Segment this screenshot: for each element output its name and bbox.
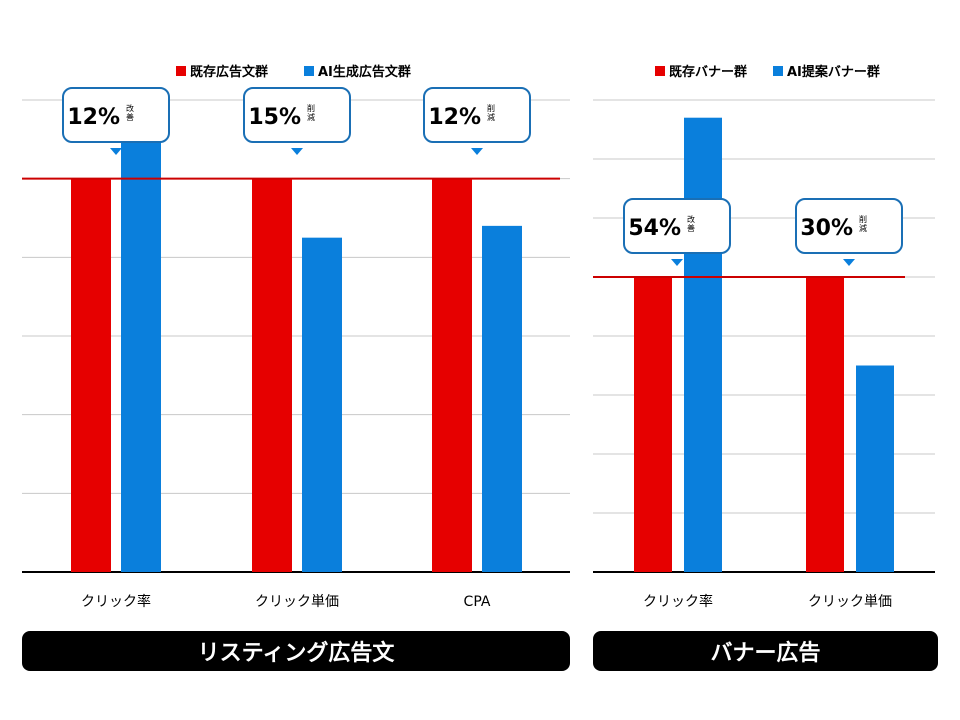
tick-labels-listing: クリック率 クリック単価 CPA bbox=[81, 593, 491, 610]
callout-note: 減 bbox=[307, 112, 315, 122]
callout-box: 54% 改善 bbox=[623, 198, 731, 266]
legend-swatch bbox=[176, 66, 186, 76]
bar-ai bbox=[302, 237, 342, 572]
callout-value: 15% bbox=[248, 105, 301, 130]
bar-ai bbox=[482, 225, 522, 572]
callout-box: 30% 削減 bbox=[795, 198, 903, 266]
callout-value: 30% bbox=[800, 216, 853, 241]
x-tick-label: クリック率 bbox=[643, 593, 713, 610]
callout-note: 改 bbox=[126, 103, 134, 113]
callout-note: 削 bbox=[859, 214, 867, 224]
callout-note: 改 bbox=[687, 214, 695, 224]
bar-ai bbox=[856, 365, 894, 572]
callout-frame bbox=[62, 87, 170, 143]
bars-listing bbox=[22, 131, 560, 572]
bar-ai bbox=[684, 117, 722, 572]
tick-labels-banner: クリック率 クリック単価 bbox=[643, 593, 892, 610]
legend-label: 既存広告文群 bbox=[190, 64, 268, 80]
legend-label: AI生成広告文群 bbox=[318, 64, 411, 80]
callout-note: 減 bbox=[859, 223, 867, 233]
x-tick-label: クリック単価 bbox=[808, 594, 892, 610]
callout-pointer bbox=[110, 148, 122, 155]
callout-note: 善 bbox=[126, 112, 134, 122]
legend-banner: 既存バナー群 AI提案バナー群 bbox=[655, 64, 880, 80]
bar-existing bbox=[252, 178, 292, 572]
legend-label: AI提案バナー群 bbox=[787, 64, 880, 80]
callout-note: 減 bbox=[487, 112, 495, 122]
callouts-listing: 12% 改善 15% 削減 12% 削減 bbox=[62, 87, 531, 155]
callout-box: 12% 削減 bbox=[423, 87, 531, 155]
x-tick-label: クリック単価 bbox=[255, 594, 339, 610]
legend-swatch bbox=[304, 66, 314, 76]
callout-frame bbox=[623, 198, 731, 254]
callout-note: 削 bbox=[487, 103, 495, 113]
panel-label-banner: バナー広告 bbox=[593, 631, 938, 671]
x-tick-label: クリック率 bbox=[81, 593, 151, 610]
callout-pointer bbox=[843, 259, 855, 266]
callout-value: 12% bbox=[67, 105, 120, 130]
callout-box: 15% 削減 bbox=[243, 87, 351, 155]
x-tick-label: CPA bbox=[464, 594, 491, 610]
legend-label: 既存バナー群 bbox=[669, 64, 747, 80]
callout-frame bbox=[423, 87, 531, 143]
panel-label-listing: リスティング広告文 bbox=[22, 631, 570, 671]
bar-existing bbox=[634, 277, 672, 572]
legend-swatch bbox=[655, 66, 665, 76]
callout-note: 善 bbox=[687, 223, 695, 233]
bar-existing bbox=[806, 277, 844, 572]
legend-listing: 既存広告文群 AI生成広告文群 bbox=[176, 64, 411, 80]
bar-existing bbox=[432, 178, 472, 572]
callout-value: 12% bbox=[428, 105, 481, 130]
callout-pointer bbox=[671, 259, 683, 266]
callout-value: 54% bbox=[628, 216, 681, 241]
callout-note: 削 bbox=[307, 103, 315, 113]
legend-swatch bbox=[773, 66, 783, 76]
bar-existing bbox=[71, 178, 111, 572]
callout-pointer bbox=[471, 148, 483, 155]
callout-pointer bbox=[291, 148, 303, 155]
callouts-banner: 54% 改善 30% 削減 bbox=[623, 198, 903, 266]
bar-ai bbox=[121, 131, 161, 572]
callout-frame bbox=[243, 87, 351, 143]
callout-box: 12% 改善 bbox=[62, 87, 170, 155]
callout-frame bbox=[795, 198, 903, 254]
bars-banner bbox=[593, 117, 905, 572]
